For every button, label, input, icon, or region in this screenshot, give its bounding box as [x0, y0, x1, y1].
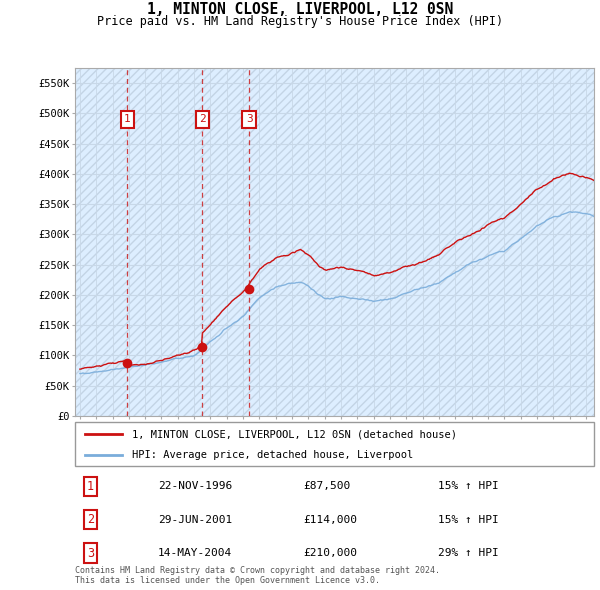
Text: Contains HM Land Registry data © Crown copyright and database right 2024.
This d: Contains HM Land Registry data © Crown c…	[75, 566, 440, 585]
Text: 22-NOV-1996: 22-NOV-1996	[158, 481, 232, 491]
Text: 1: 1	[87, 480, 94, 493]
Text: £87,500: £87,500	[304, 481, 350, 491]
Text: 1, MINTON CLOSE, LIVERPOOL, L12 0SN (detached house): 1, MINTON CLOSE, LIVERPOOL, L12 0SN (det…	[132, 430, 457, 439]
Text: 1, MINTON CLOSE, LIVERPOOL, L12 0SN: 1, MINTON CLOSE, LIVERPOOL, L12 0SN	[147, 2, 453, 17]
Text: 2: 2	[87, 513, 94, 526]
Text: £210,000: £210,000	[304, 548, 358, 558]
Text: 1: 1	[124, 114, 131, 124]
Text: 3: 3	[87, 546, 94, 559]
Text: 15% ↑ HPI: 15% ↑ HPI	[438, 514, 499, 525]
Text: 29% ↑ HPI: 29% ↑ HPI	[438, 548, 499, 558]
Text: HPI: Average price, detached house, Liverpool: HPI: Average price, detached house, Live…	[132, 450, 413, 460]
Text: 2: 2	[199, 114, 206, 124]
Text: 14-MAY-2004: 14-MAY-2004	[158, 548, 232, 558]
Text: 29-JUN-2001: 29-JUN-2001	[158, 514, 232, 525]
Text: £114,000: £114,000	[304, 514, 358, 525]
Text: Price paid vs. HM Land Registry's House Price Index (HPI): Price paid vs. HM Land Registry's House …	[97, 15, 503, 28]
Text: 3: 3	[246, 114, 253, 124]
Text: 15% ↑ HPI: 15% ↑ HPI	[438, 481, 499, 491]
